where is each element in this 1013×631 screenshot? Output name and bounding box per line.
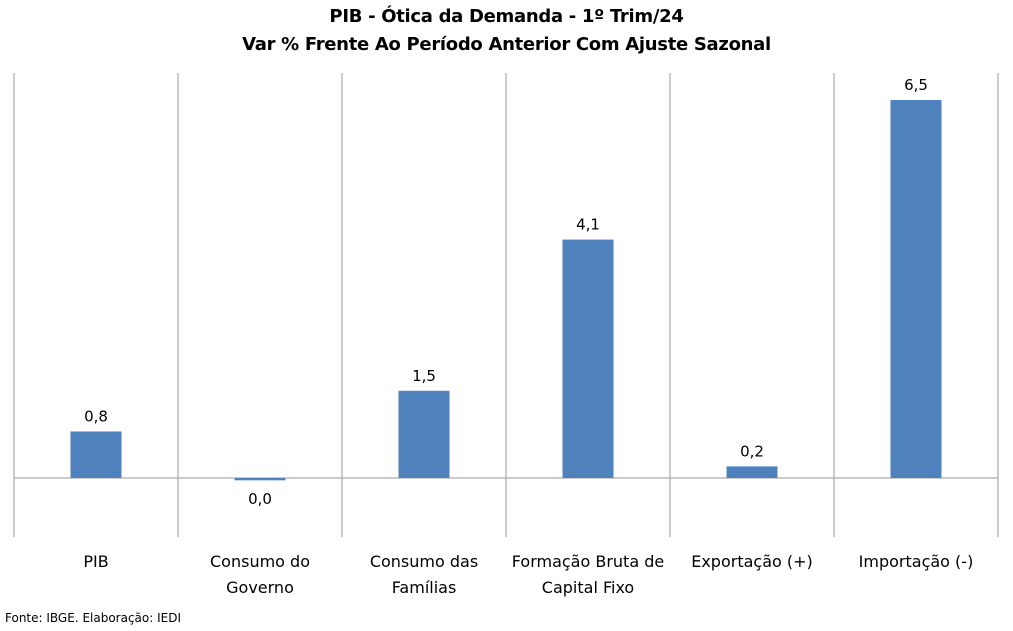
bars-group — [70, 100, 942, 481]
data-labels-group: 0,8 0,0 1,5 4,1 0,2 6,5 — [84, 76, 928, 508]
bar — [234, 478, 286, 481]
category-label: Importação (-) — [859, 552, 974, 571]
bar — [890, 100, 942, 478]
category-label: Capital Fixo — [542, 578, 634, 597]
data-label: 0,2 — [740, 442, 764, 460]
source-note: Fonte: IBGE. Elaboração: IEDI — [5, 611, 182, 625]
category-label: Consumo do — [210, 552, 310, 571]
data-label: 6,5 — [904, 76, 928, 94]
category-label: Consumo das — [370, 552, 478, 571]
bar — [398, 390, 450, 478]
chart-subtitle: Var % Frente Ao Período Anterior Com Aju… — [242, 34, 771, 55]
category-label: Exportação (+) — [691, 552, 813, 571]
bar — [726, 466, 778, 478]
data-label: 1,5 — [412, 367, 436, 385]
category-labels-group: PIB Consumo do Governo Consumo das Famílias F… — [83, 552, 973, 597]
bar — [562, 239, 614, 478]
category-label: Governo — [226, 578, 294, 597]
category-label: PIB — [83, 552, 108, 571]
chart-title: PIB - Ótica da Demanda - 1º Trim/24 — [329, 6, 684, 27]
data-label: 0,0 — [248, 490, 272, 508]
bar — [70, 431, 122, 478]
category-label: Formação Bruta de — [512, 552, 664, 571]
data-label: 4,1 — [576, 216, 600, 234]
data-label: 0,8 — [84, 407, 108, 425]
category-label: Famílias — [392, 578, 457, 597]
category-dividers — [13, 73, 999, 537]
